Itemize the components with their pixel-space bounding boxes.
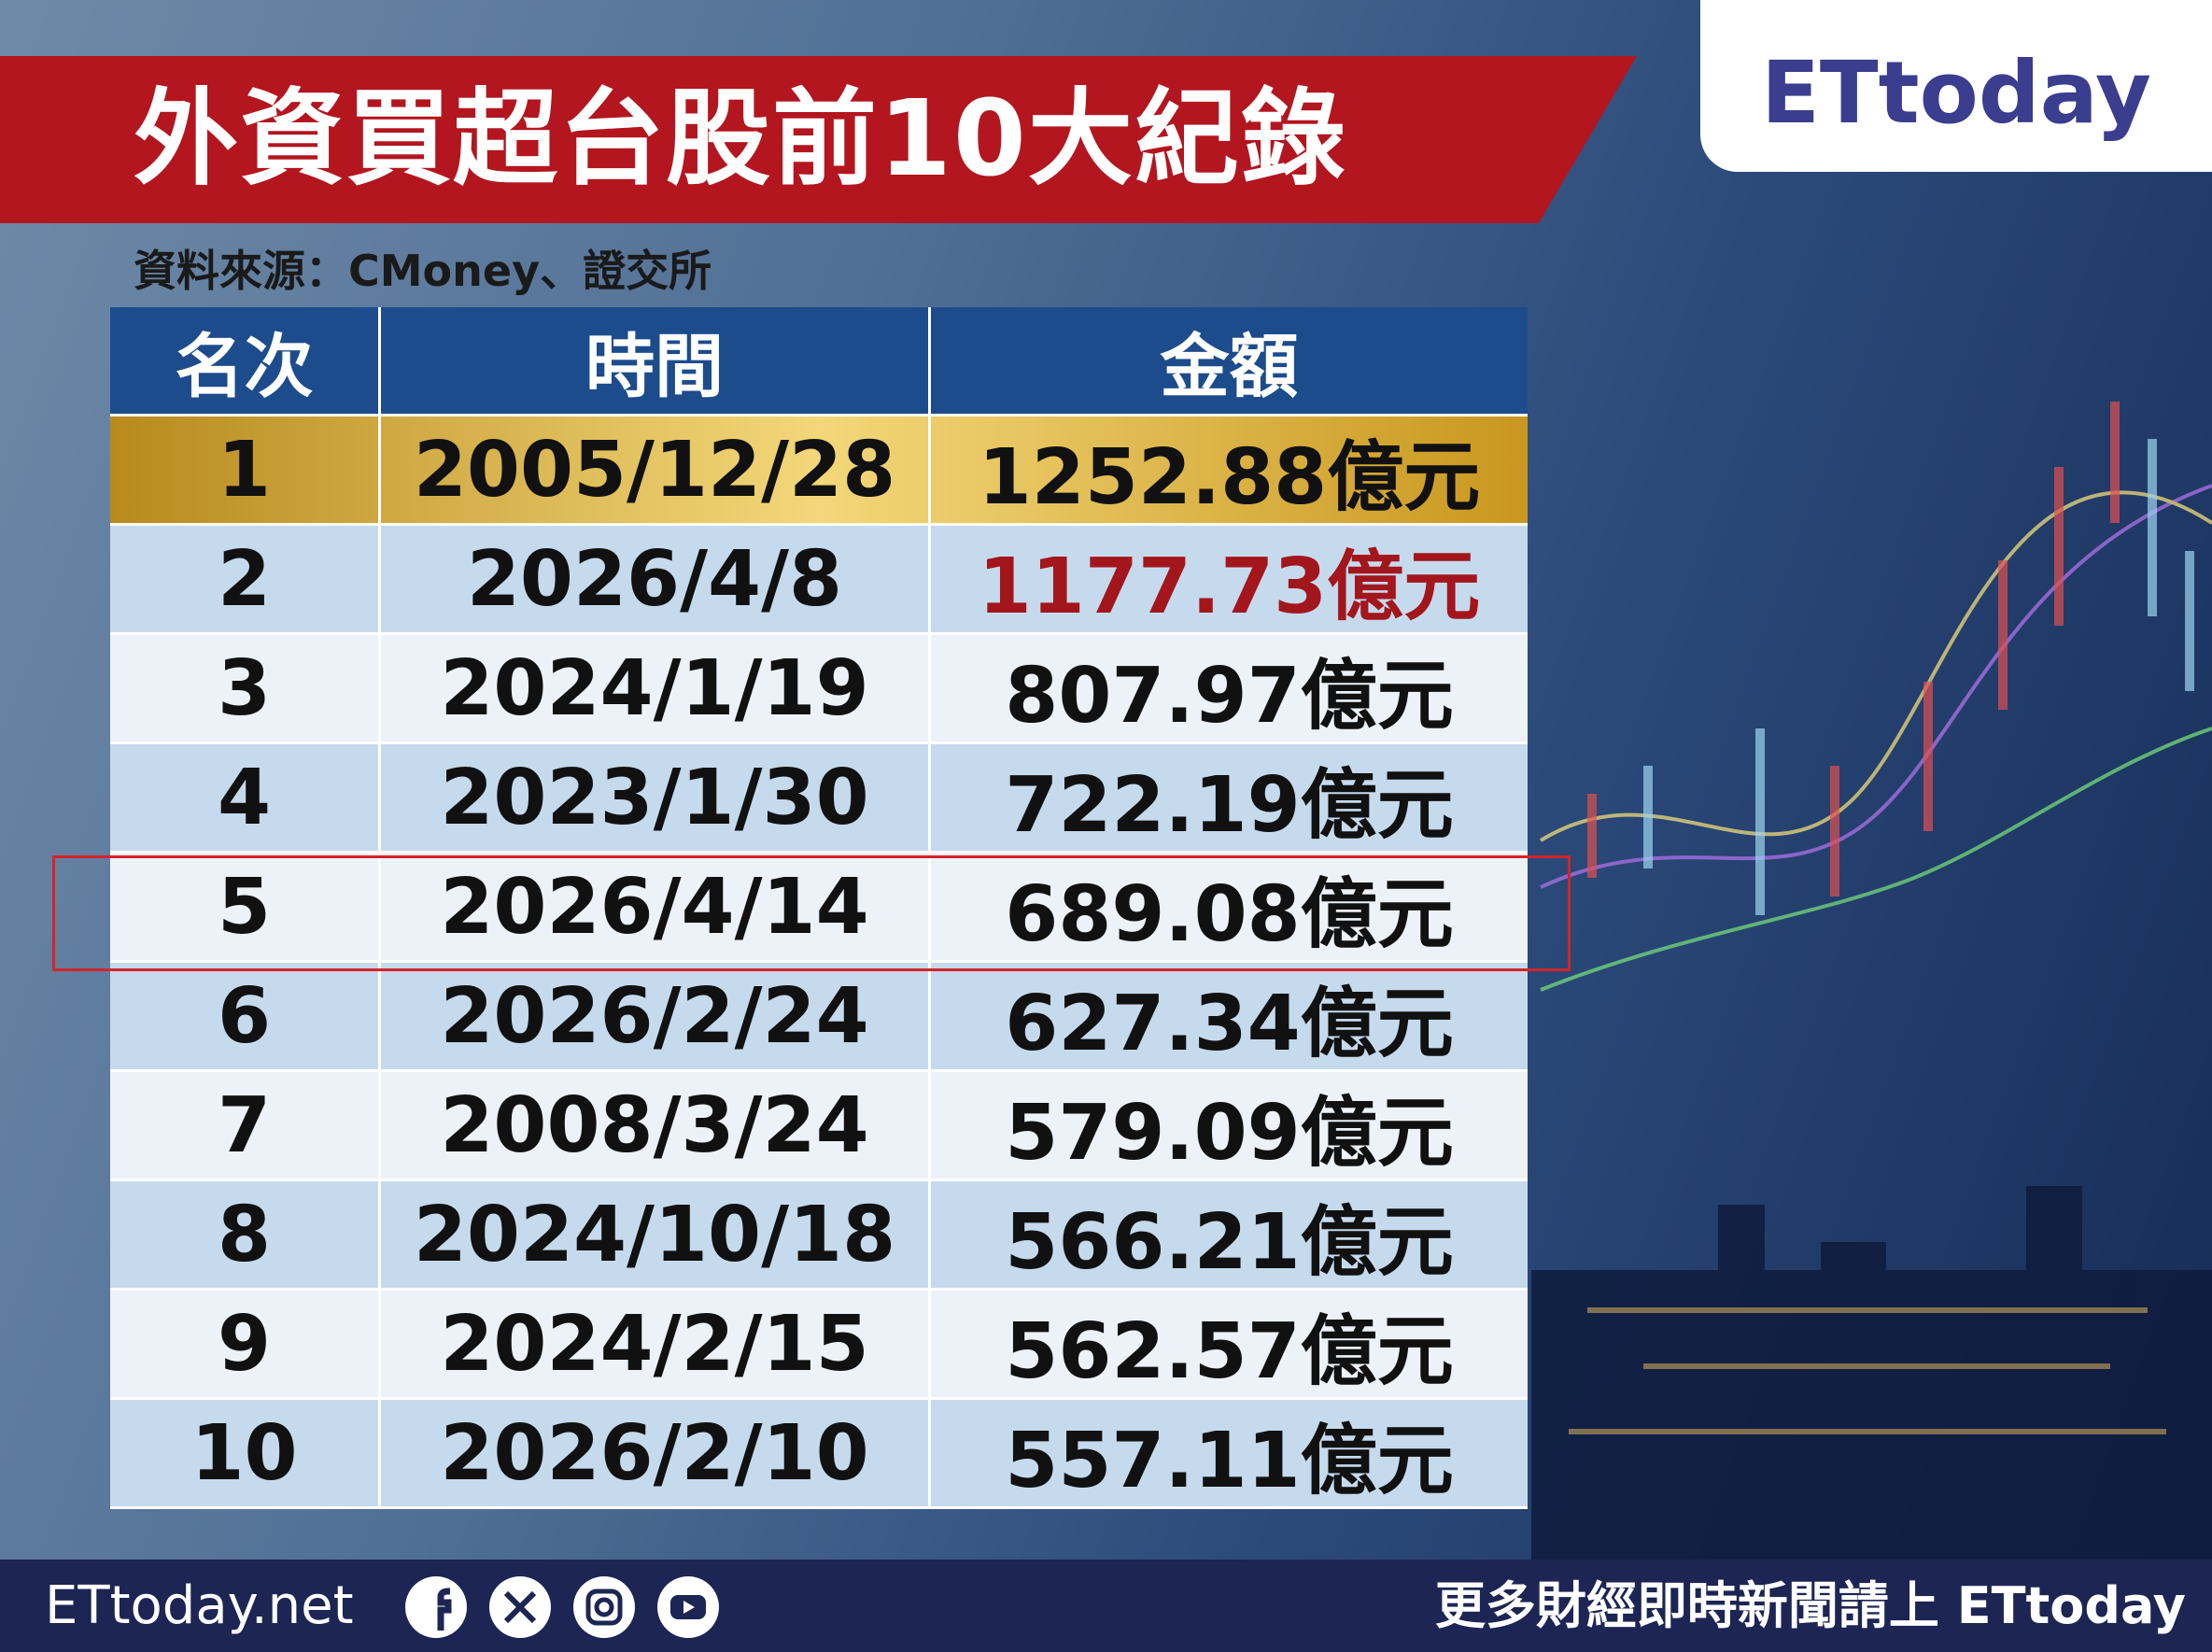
table-cell: 2024/1/19 <box>381 635 931 741</box>
table-cell: 2008/3/24 <box>381 1072 931 1179</box>
table-cell: 2023/1/30 <box>381 744 931 851</box>
footer-bar <box>0 1560 2212 1652</box>
table-cell: 7 <box>110 1072 381 1179</box>
highlight-box <box>52 855 1571 971</box>
table-cell: 1252.88億元 <box>978 432 1481 522</box>
table-row: 9 2024/2/15 562.57億元 <box>110 1291 1528 1400</box>
table-cell: 2005/12/28 <box>381 417 931 523</box>
logo: ETtoday <box>1761 43 2151 143</box>
ranking-table: 名次 時間 金額 1 2005/12/28 1252.88億元 2 2026/4/8 1177.… <box>110 307 1528 1509</box>
table-cell: 557.11億元 <box>1005 1416 1454 1505</box>
table-cell: 2026/4/14 <box>381 854 931 960</box>
table-row: 10 2026/2/10 557.11億元 <box>110 1400 1528 1509</box>
header-row: 名次 時間 金額 <box>110 307 1528 417</box>
header-cell: 時間 <box>381 307 931 414</box>
table-cell: 2026/4/8 <box>381 526 931 632</box>
table-row: 1 2005/12/28 1252.88億元 <box>110 417 1528 526</box>
table-cell: 9 <box>110 1291 381 1397</box>
table-cell: 627.34億元 <box>1005 979 1454 1068</box>
table-row: 2 2026/4/8 1177.73億元 <box>110 526 1528 635</box>
title: 外資買超台股前10大紀錄 <box>134 78 1347 200</box>
table-row: 3 2024/1/19 807.97億元 <box>110 635 1528 744</box>
table-row: 5 2026/4/14 689.08億元 <box>110 854 1528 963</box>
table-cell: 2026/2/10 <box>381 1400 931 1506</box>
table-row: 6 2026/2/24 627.34億元 <box>110 963 1528 1072</box>
table-cell: 807.97億元 <box>1005 651 1454 741</box>
source-note: 資料來源：CMoney、證交所 <box>134 246 712 296</box>
table-cell: 5 <box>110 854 381 960</box>
header-cell: 名次 <box>110 307 381 414</box>
table-cell: 566.21億元 <box>1005 1197 1454 1287</box>
logo-box <box>1700 0 2212 172</box>
table-cell: 10 <box>110 1400 381 1506</box>
table-cell: 689.08億元 <box>1005 869 1454 959</box>
table-cell: 2 <box>110 526 381 632</box>
table-cell: 4 <box>110 744 381 851</box>
social-icons <box>405 1576 719 1638</box>
footer-promo: 更多財經即時新聞請上 ETtoday <box>1434 1576 2186 1635</box>
table-cell: 1 <box>110 417 381 523</box>
table-cell: 2024/2/15 <box>381 1291 931 1397</box>
table-cell: 3 <box>110 635 381 741</box>
table-cell: 2026/2/24 <box>381 963 931 1069</box>
table-cell: 579.09億元 <box>1005 1088 1454 1178</box>
table-cell: 6 <box>110 963 381 1069</box>
table-row: 4 2023/1/30 722.19億元 <box>110 744 1528 854</box>
table-cell: 8 <box>110 1181 381 1288</box>
table-cell: 1177.73億元 <box>978 542 1481 631</box>
table-row: 7 2008/3/24 579.09億元 <box>110 1072 1528 1181</box>
header-cell: 金額 <box>931 307 1528 414</box>
table-row: 8 2024/10/18 566.21億元 <box>110 1181 1528 1291</box>
table-cell: 562.57億元 <box>1005 1306 1454 1396</box>
footer-site: ETtoday.net <box>45 1575 354 1636</box>
table-cell: 722.19億元 <box>1005 760 1454 850</box>
table-cell: 2024/10/18 <box>381 1181 931 1288</box>
title-banner <box>0 56 1637 223</box>
